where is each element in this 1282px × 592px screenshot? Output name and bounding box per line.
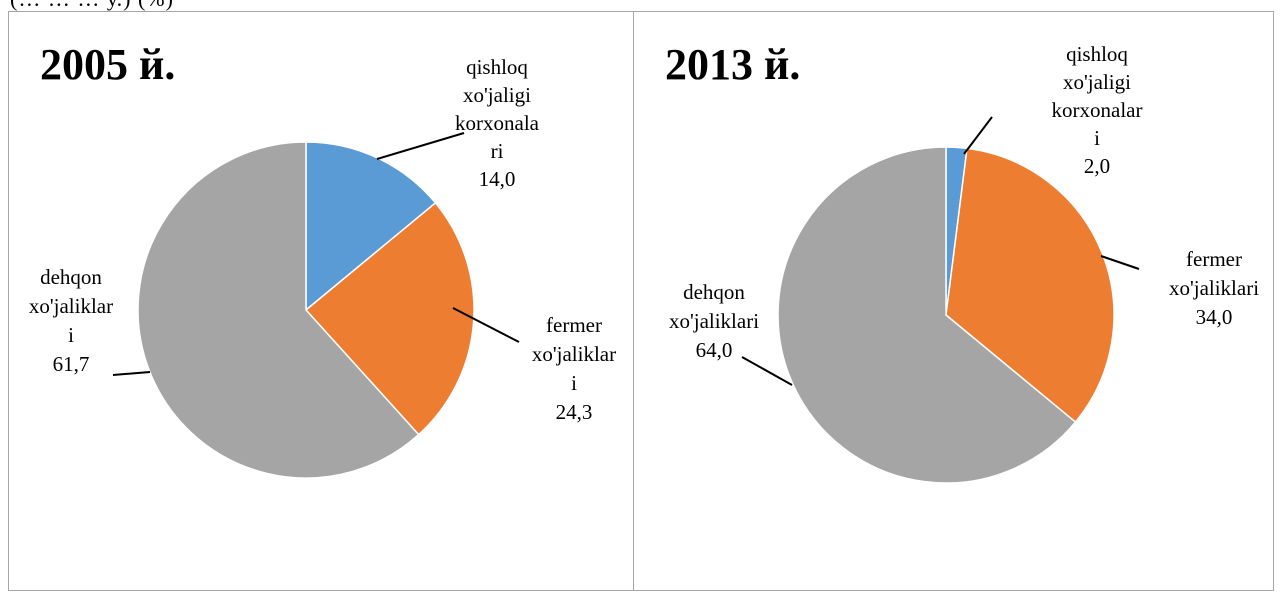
slice-label-fermer: fermer xo'jaliklari 34,0 <box>1169 247 1259 329</box>
slice-label-line: fermer <box>1186 247 1242 271</box>
leader-line-dehqon <box>112 371 151 376</box>
pie-slice-fermer <box>304 201 475 436</box>
slice-label-line: dehqon <box>40 265 102 289</box>
slice-label-line: xo'jaliklar <box>532 342 616 366</box>
leader-line-qishloq <box>963 116 993 155</box>
pie-slice-dehqon <box>137 141 420 479</box>
slice-value-fermer: 34,0 <box>1196 305 1233 329</box>
pie-slice-dehqon <box>777 146 1077 484</box>
slice-label-line: qishloq <box>466 55 528 79</box>
slice-label-line: xo'jaliklar <box>29 294 113 318</box>
slice-label-line: xo'jaliklari <box>669 309 759 333</box>
pie-chart-panel-2013: 2013 й. qishloq xo'jaligi korxonalar i 2,0 fe… <box>633 11 1274 591</box>
slice-value-dehqon: 64,0 <box>696 338 733 362</box>
slice-label-line: dehqon <box>683 280 745 304</box>
slice-label-line: ri <box>491 139 504 163</box>
slice-label-line: korxonalar <box>1052 98 1143 122</box>
slice-value-dehqon: 61,7 <box>53 352 90 376</box>
slice-label-dehqon: dehqon xo'jaliklari 64,0 <box>669 280 759 362</box>
slice-label-line: xo'jaligi <box>463 83 531 107</box>
page-fragment-text: (… … … у.) (%) <box>10 0 174 12</box>
slice-label-line: qishloq <box>1066 42 1128 66</box>
leader-line-qishloq <box>376 132 465 160</box>
slice-label-line: xo'jaliklari <box>1169 276 1259 300</box>
chart-title-2013: 2013 й. <box>665 40 800 89</box>
slice-label-dehqon: dehqon xo'jaliklar i 61,7 <box>29 265 113 376</box>
slice-value-qishloq: 14,0 <box>479 167 516 191</box>
slice-label-qishloq: qishloq xo'jaligi korxonalar i 2,0 <box>1052 42 1143 178</box>
slice-label-line: xo'jaligi <box>1063 70 1131 94</box>
pie-slice-fermer <box>945 147 1115 424</box>
slice-value-fermer: 24,3 <box>556 400 593 424</box>
leader-line-fermer <box>1100 255 1140 270</box>
slice-label-line: i <box>68 323 74 347</box>
slice-label-qishloq: qishloq xo'jaligi korxonala ri 14,0 <box>455 55 540 191</box>
slice-value-qishloq: 2,0 <box>1084 154 1110 178</box>
slice-label-fermer: fermer xo'jaliklar i 24,3 <box>532 313 616 424</box>
chart-title-2005: 2005 й. <box>40 40 175 89</box>
slice-label-line: fermer <box>546 313 602 337</box>
pie-chart-2013: 2013 й. qishloq xo'jaligi korxonalar i 2,0 fe… <box>665 40 1259 484</box>
pie-chart-panel-2005: 2005 й. qishloq xo'jaligi korxonala ri 14,0 f… <box>8 11 634 591</box>
pie-chart-2005: 2005 й. qishloq xo'jaligi korxonala ri 14,0 f… <box>29 40 616 479</box>
slice-label-line: i <box>1094 126 1100 150</box>
leader-line-dehqon <box>741 356 793 386</box>
slice-label-line: i <box>571 371 577 395</box>
leader-line-fermer <box>452 307 520 343</box>
slice-label-line: korxonala <box>455 111 540 135</box>
